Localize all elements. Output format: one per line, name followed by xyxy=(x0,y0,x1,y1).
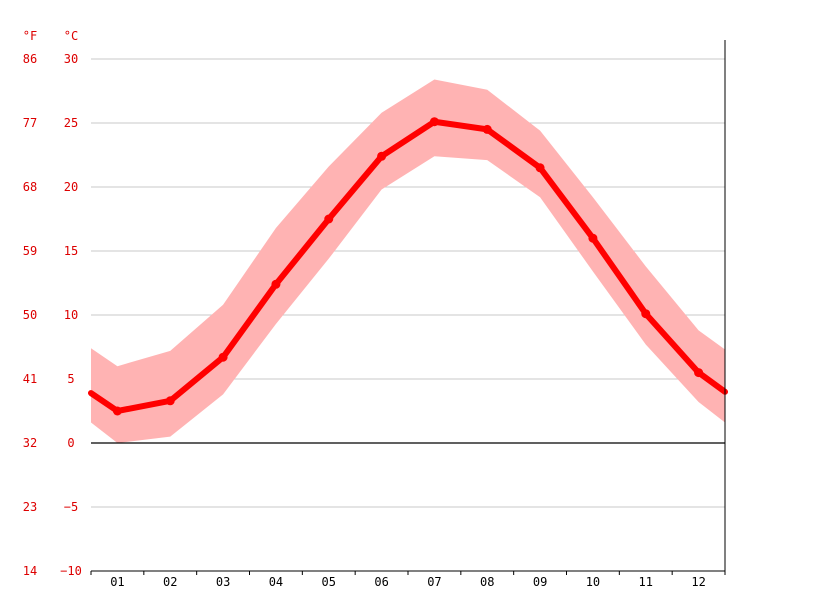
y-tick-label-celsius: 15 xyxy=(64,244,78,258)
x-tick-label-month: 02 xyxy=(163,575,177,589)
y-tick-label-fahrenheit: 59 xyxy=(23,244,37,258)
y-tick-label-celsius: 0 xyxy=(67,436,74,450)
x-tick-label-month: 06 xyxy=(374,575,388,589)
x-tick-label-month: 08 xyxy=(480,575,494,589)
x-tick-label-month: 04 xyxy=(269,575,283,589)
x-tick-label-month: 03 xyxy=(216,575,230,589)
x-tick-label-month: 09 xyxy=(533,575,547,589)
y-tick-label-fahrenheit: 68 xyxy=(23,180,37,194)
mean-temperature-point xyxy=(641,309,651,319)
x-tick-label-month: 12 xyxy=(691,575,705,589)
y-tick-label-celsius: 30 xyxy=(64,52,78,66)
mean-temperature-point xyxy=(112,406,122,416)
mean-temperature-line xyxy=(88,118,728,414)
y-tick-label-fahrenheit: 14 xyxy=(23,564,37,578)
y-tick-label-celsius: 20 xyxy=(64,180,78,194)
x-tick-label-month: 01 xyxy=(110,575,124,589)
mean-temperature-point xyxy=(588,233,598,243)
temperature-range-band xyxy=(91,79,725,443)
mean-temperature-point xyxy=(535,163,545,173)
mean-temperature-point xyxy=(218,352,228,362)
y-tick-label-celsius: 5 xyxy=(67,372,74,386)
unit-label-fahrenheit: °F xyxy=(23,29,37,43)
y-tick-label-fahrenheit: 86 xyxy=(23,52,37,66)
mean-temperature-point xyxy=(377,151,387,161)
y-tick-label-celsius: −5 xyxy=(64,500,78,514)
mean-temperature-point xyxy=(271,279,281,289)
y-tick-label-fahrenheit: 23 xyxy=(23,500,37,514)
mean-temperature-point xyxy=(324,214,334,224)
unit-label-celsius: °C xyxy=(64,29,78,43)
y-tick-label-celsius: −10 xyxy=(60,564,82,578)
mean-temperature-point xyxy=(165,396,175,406)
mean-temperature-point xyxy=(694,368,704,378)
axes xyxy=(90,40,726,575)
mean-temperature-point xyxy=(482,124,492,134)
x-tick-label-month: 07 xyxy=(427,575,441,589)
y-tick-label-fahrenheit: 77 xyxy=(23,116,37,130)
x-tick-label-month: 11 xyxy=(639,575,653,589)
y-tick-label-celsius: 10 xyxy=(64,308,78,322)
y-tick-label-fahrenheit: 32 xyxy=(23,436,37,450)
mean-temperature-line-group xyxy=(88,117,728,416)
y-tick-label-fahrenheit: 50 xyxy=(23,308,37,322)
temperature-range-band-group xyxy=(91,79,725,443)
x-tick-label-month: 05 xyxy=(322,575,336,589)
x-tick-label-month: 10 xyxy=(586,575,600,589)
y-tick-label-fahrenheit: 41 xyxy=(23,372,37,386)
mean-temperature-point xyxy=(429,117,439,127)
y-tick-label-celsius: 25 xyxy=(64,116,78,130)
